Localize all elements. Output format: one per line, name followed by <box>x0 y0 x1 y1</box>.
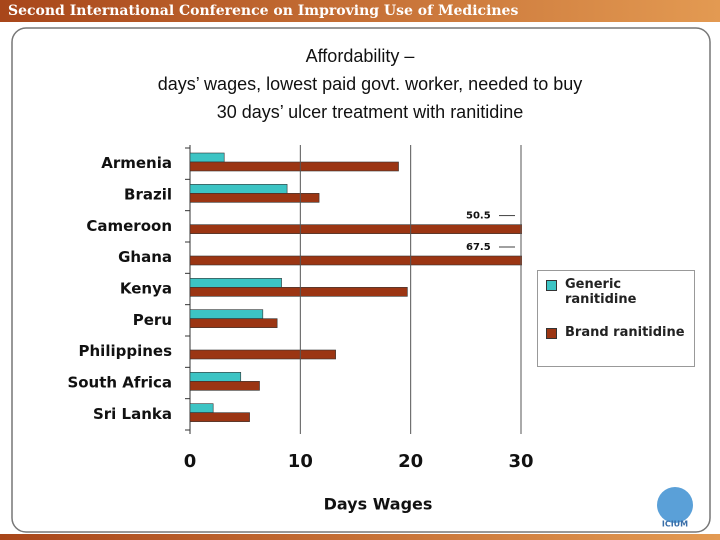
header-bar <box>0 0 720 22</box>
bar <box>190 349 336 360</box>
bar <box>190 309 264 319</box>
y-tick-label: Peru <box>133 311 172 329</box>
legend-label: Generic ranitidine <box>565 277 637 307</box>
bar <box>190 318 278 328</box>
bar <box>190 152 225 163</box>
bar <box>190 372 242 382</box>
legend-swatch <box>546 328 557 339</box>
logo-globe <box>657 487 693 523</box>
title-line: Affordability – <box>306 46 415 66</box>
legend-label: Brand ranitidine <box>565 325 685 340</box>
title-line: 30 days’ ulcer treatment with ranitidine <box>217 102 523 122</box>
logo-text: ICIUM <box>662 520 688 529</box>
bar <box>190 224 522 234</box>
bar <box>190 193 320 203</box>
legend: Generic ranitidine Brand ranitidine <box>537 270 695 367</box>
plot <box>190 152 522 422</box>
bar <box>190 403 214 413</box>
slide-frame <box>11 27 711 533</box>
legend-item: Brand ranitidine <box>546 325 691 340</box>
footer-bar <box>0 534 720 540</box>
x-tick-label: 10 <box>288 451 313 472</box>
y-tick-label: Philippines <box>79 342 173 360</box>
bar <box>190 381 260 391</box>
x-tick-label: 0 <box>184 451 197 472</box>
y-tick-label: Brazil <box>124 186 172 204</box>
bar <box>190 412 250 422</box>
data-label: 50.5 <box>466 211 491 222</box>
y-tick-label: Ghana <box>118 248 172 266</box>
y-tick-label: Armenia <box>101 154 172 172</box>
legend-swatch <box>546 280 557 291</box>
x-axis-label: Days Wages <box>324 495 433 514</box>
title-line: days’ wages, lowest paid govt. worker, n… <box>158 74 583 94</box>
legend-item: Generic ranitidine <box>546 277 691 307</box>
bar <box>190 287 408 297</box>
data-label: 67.5 <box>466 242 491 253</box>
bar <box>190 278 282 288</box>
y-tick-label: South Africa <box>67 374 172 392</box>
y-tick-label: Cameroon <box>86 217 172 235</box>
x-tick-label: 30 <box>508 451 533 472</box>
bar <box>190 184 288 194</box>
x-tick-label: 20 <box>398 451 423 472</box>
bar <box>190 161 399 172</box>
bar <box>190 255 522 266</box>
header-text: Second International Conference on Impro… <box>8 3 518 19</box>
y-tick-label: Sri Lanka <box>93 405 172 423</box>
y-tick-label: Kenya <box>120 280 172 298</box>
